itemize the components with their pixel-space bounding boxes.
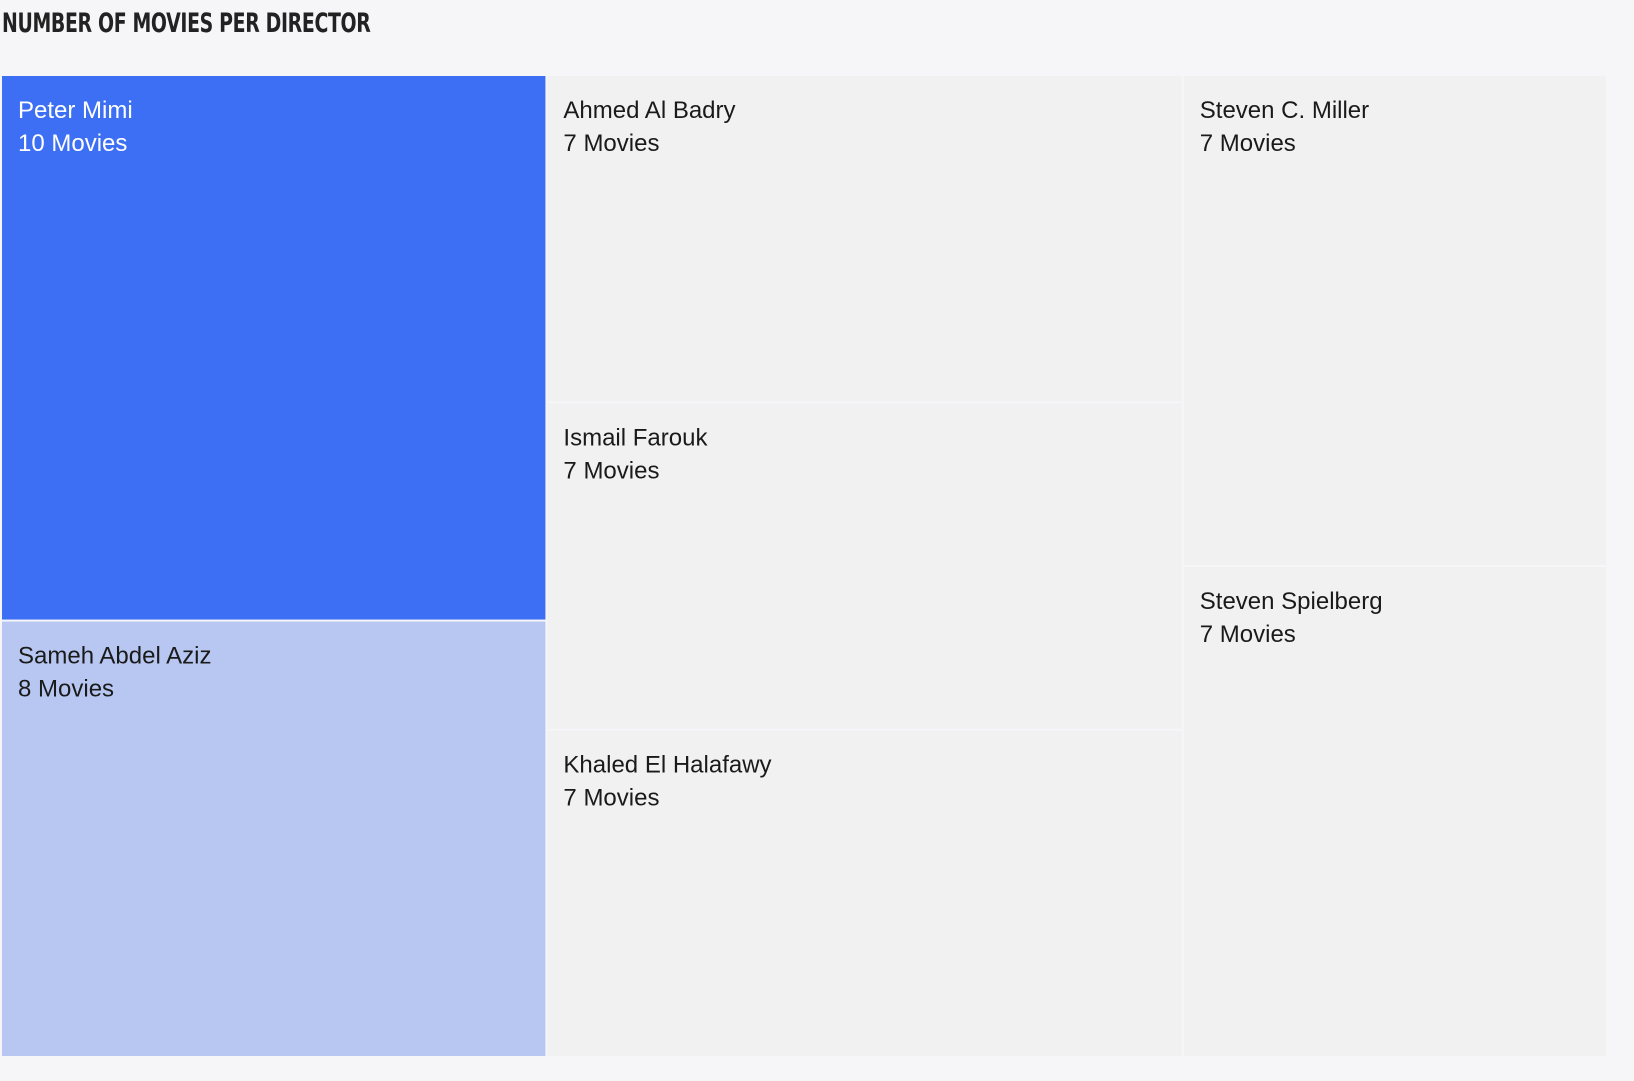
chart-title: NUMBER OF MOVIES PER DIRECTOR bbox=[2, 8, 371, 39]
tile-value-steven-c-miller: 7 Movies bbox=[1200, 130, 1296, 157]
treemap-tile-ismail-farouk[interactable] bbox=[547, 403, 1182, 729]
tile-value-ahmed-al-badry: 7 Movies bbox=[563, 130, 659, 157]
treemap-tile-sameh-abdel-aziz[interactable] bbox=[2, 621, 546, 1056]
tile-name-peter-mimi: Peter Mimi bbox=[18, 97, 133, 124]
tile-name-sameh-abdel-aziz: Sameh Abdel Aziz bbox=[18, 643, 211, 670]
tile-name-ismail-farouk: Ismail Farouk bbox=[563, 424, 708, 451]
treemap-tile-steven-c-miller[interactable] bbox=[1183, 76, 1606, 565]
tile-name-steven-spielberg: Steven Spielberg bbox=[1200, 588, 1383, 615]
treemap-tile-peter-mimi[interactable] bbox=[2, 76, 546, 620]
treemap-tile-steven-spielberg[interactable] bbox=[1183, 567, 1606, 1056]
treemap-tile-khaled-el-halafawy[interactable] bbox=[547, 730, 1182, 1056]
tile-value-khaled-el-halafawy: 7 Movies bbox=[563, 785, 659, 812]
tile-value-steven-spielberg: 7 Movies bbox=[1200, 621, 1296, 648]
tile-value-peter-mimi: 10 Movies bbox=[18, 130, 127, 157]
tile-value-sameh-abdel-aziz: 8 Movies bbox=[18, 676, 114, 703]
tile-name-ahmed-al-badry: Ahmed Al Badry bbox=[563, 97, 735, 124]
treemap-tile-ahmed-al-badry[interactable] bbox=[547, 76, 1182, 402]
tile-name-steven-c-miller: Steven C. Miller bbox=[1200, 97, 1369, 124]
tile-value-ismail-farouk: 7 Movies bbox=[563, 457, 659, 484]
tile-name-khaled-el-halafawy: Khaled El Halafawy bbox=[563, 752, 771, 779]
